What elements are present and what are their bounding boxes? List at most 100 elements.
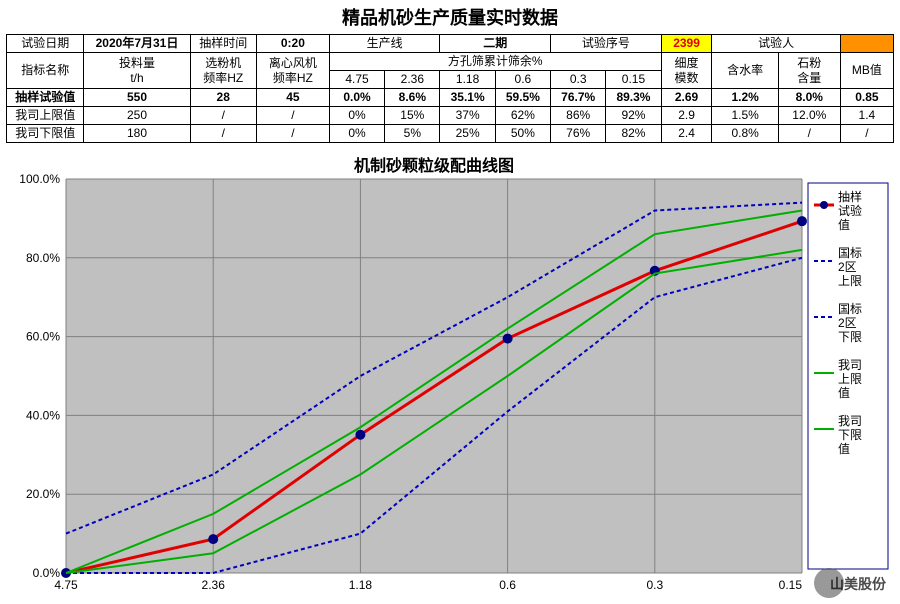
row-lower-cell-0: 180: [84, 125, 190, 143]
sieve-size-2: 1.18: [440, 71, 495, 89]
x-tick-label: 0.15: [779, 578, 803, 592]
row-sample-cell-6: 59.5%: [495, 89, 550, 107]
row-sample-cell-3: 0.0%: [329, 89, 384, 107]
row-upper-cell-0: 250: [84, 107, 190, 125]
row-upper-cell-11: 12.0%: [778, 107, 840, 125]
page-root: { "title": "精品机砂生产质量实时数据", "header_row":…: [0, 0, 900, 600]
row-lower-cell-4: 5%: [385, 125, 440, 143]
legend-label: 我司: [838, 414, 862, 428]
gradation-chart: 0.0%20.0%40.0%60.0%80.0%100.0%4.752.361.…: [6, 149, 892, 599]
col-fineness: 细度 模数: [661, 53, 712, 89]
row-lower-cell-7: 76%: [551, 125, 606, 143]
x-tick-label: 1.18: [349, 578, 373, 592]
row-sample-label: 抽样试验值: [7, 89, 84, 107]
row-lower-cell-3: 0%: [329, 125, 384, 143]
sieve-size-0: 4.75: [329, 71, 384, 89]
legend-label: 上限: [838, 372, 862, 386]
col-separator: 选粉机 频率HZ: [190, 53, 256, 89]
row-sample-cell-1: 28: [190, 89, 256, 107]
header-row-1: 试验日期 2020年7月31日 抽样时间 0:20 生产线 二期 试验序号 23…: [7, 35, 894, 53]
legend-label: 值: [838, 217, 850, 232]
indicator-label: 指标名称: [7, 53, 84, 89]
row-upper-cell-3: 0%: [329, 107, 384, 125]
row-lower: 我司下限值 180//0%5%25%50%76%82%2.40.8%//: [7, 125, 894, 143]
test-date-value: 2020年7月31日: [84, 35, 190, 53]
row-upper-cell-10: 1.5%: [712, 107, 778, 125]
row-lower-cell-5: 25%: [440, 125, 495, 143]
plot-area: [66, 179, 802, 573]
row-sample-cell-11: 8.0%: [778, 89, 840, 107]
row-sample-cell-12: 0.85: [840, 89, 893, 107]
y-tick-label: 60.0%: [26, 330, 60, 344]
legend-label: 下限: [838, 428, 862, 442]
sieve-size-3: 0.6: [495, 71, 550, 89]
legend-label: 2区: [838, 260, 857, 274]
legend-label: 国标: [838, 246, 862, 260]
series-marker: [355, 430, 365, 440]
row-upper: 我司上限值 250//0%15%37%62%86%92%2.91.5%12.0%…: [7, 107, 894, 125]
row-lower-cell-9: 2.4: [661, 125, 712, 143]
legend-label: 上限: [838, 274, 862, 288]
row-upper-cell-7: 86%: [551, 107, 606, 125]
y-tick-label: 80.0%: [26, 251, 60, 265]
y-tick-label: 100.0%: [19, 172, 60, 186]
watermark-text: 山美股份: [830, 574, 886, 594]
col-fan: 离心风机 频率HZ: [256, 53, 329, 89]
legend-label: 我司: [838, 358, 862, 372]
row-upper-cell-12: 1.4: [840, 107, 893, 125]
legend-label: 下限: [838, 330, 862, 344]
test-no-value: 2399: [661, 35, 712, 53]
tester-value: [840, 35, 893, 53]
row-lower-cell-6: 50%: [495, 125, 550, 143]
col-sieve-group: 方孔筛累计筛余%: [329, 53, 661, 71]
row-upper-cell-6: 62%: [495, 107, 550, 125]
x-tick-label: 4.75: [54, 578, 78, 592]
row-lower-label: 我司下限值: [7, 125, 84, 143]
row-upper-cell-4: 15%: [385, 107, 440, 125]
chart-title: 机制砂颗粒级配曲线图: [354, 156, 514, 175]
row-sample-cell-4: 8.6%: [385, 89, 440, 107]
test-no-label: 试验序号: [551, 35, 662, 53]
row-sample-cell-5: 35.1%: [440, 89, 495, 107]
row-lower-cell-1: /: [190, 125, 256, 143]
row-upper-label: 我司上限值: [7, 107, 84, 125]
row-upper-cell-1: /: [190, 107, 256, 125]
col-mb: MB值: [840, 53, 893, 89]
row-upper-cell-9: 2.9: [661, 107, 712, 125]
sieve-size-1: 2.36: [385, 71, 440, 89]
page-title: 精品机砂生产质量实时数据: [6, 2, 894, 34]
legend-label: 国标: [838, 302, 862, 316]
header-row-2: 指标名称 投料量 t/h 选粉机 频率HZ 离心风机 频率HZ 方孔筛累计筛余%…: [7, 53, 894, 71]
chart-container: 0.0%20.0%40.0%60.0%80.0%100.0%4.752.361.…: [6, 149, 894, 604]
row-upper-cell-8: 92%: [606, 107, 661, 125]
x-tick-label: 2.36: [202, 578, 226, 592]
legend-label: 抽样: [838, 189, 862, 204]
data-table: 试验日期 2020年7月31日 抽样时间 0:20 生产线 二期 试验序号 23…: [6, 34, 894, 143]
row-upper-cell-5: 37%: [440, 107, 495, 125]
row-lower-cell-10: 0.8%: [712, 125, 778, 143]
col-stone: 石粉 含量: [778, 53, 840, 89]
col-feed: 投料量 t/h: [84, 53, 190, 89]
row-sample-cell-10: 1.2%: [712, 89, 778, 107]
row-lower-cell-2: /: [256, 125, 329, 143]
legend-marker: [820, 201, 828, 209]
sample-time-value: 0:20: [256, 35, 329, 53]
legend-label: 值: [838, 441, 850, 456]
series-marker: [797, 216, 807, 226]
row-sample-cell-9: 2.69: [661, 89, 712, 107]
row-lower-cell-11: /: [778, 125, 840, 143]
row-sample: 抽样试验值 55028450.0%8.6%35.1%59.5%76.7%89.3…: [7, 89, 894, 107]
series-marker: [503, 334, 513, 344]
row-sample-cell-0: 550: [84, 89, 190, 107]
y-tick-label: 40.0%: [26, 408, 60, 422]
test-date-label: 试验日期: [7, 35, 84, 53]
row-lower-cell-12: /: [840, 125, 893, 143]
sieve-size-4: 0.3: [551, 71, 606, 89]
tester-label: 试验人: [712, 35, 840, 53]
production-line-value: 二期: [440, 35, 551, 53]
row-lower-cell-8: 82%: [606, 125, 661, 143]
row-sample-cell-7: 76.7%: [551, 89, 606, 107]
sieve-size-5: 0.15: [606, 71, 661, 89]
sample-time-label: 抽样时间: [190, 35, 256, 53]
legend-label: 2区: [838, 316, 857, 330]
